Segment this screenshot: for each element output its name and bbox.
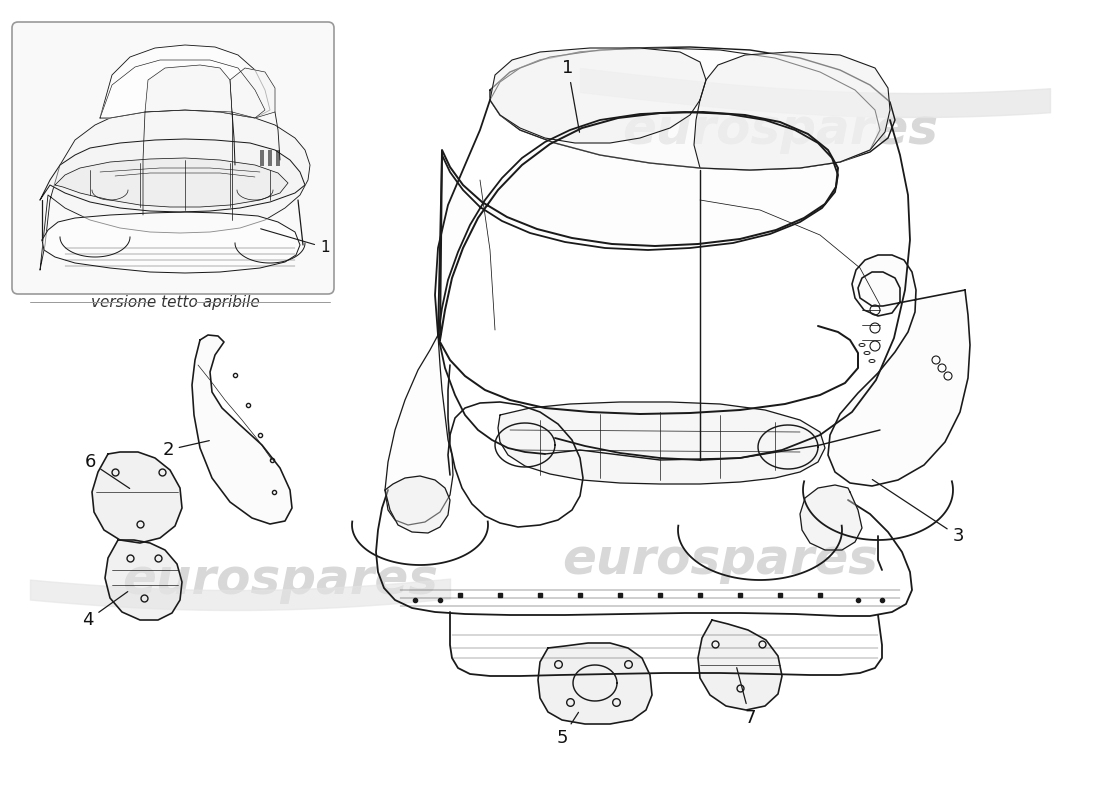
Bar <box>268 150 272 166</box>
Polygon shape <box>100 45 270 118</box>
Polygon shape <box>698 620 782 710</box>
Polygon shape <box>230 68 275 118</box>
Polygon shape <box>145 65 232 112</box>
Polygon shape <box>498 402 825 484</box>
Polygon shape <box>490 47 895 170</box>
Text: eurospares: eurospares <box>562 536 878 584</box>
Text: versione tetto apribile: versione tetto apribile <box>90 294 260 310</box>
Text: eurospares: eurospares <box>621 106 938 154</box>
Bar <box>276 150 280 166</box>
Text: 4: 4 <box>82 592 128 629</box>
Polygon shape <box>828 255 970 486</box>
Text: 6: 6 <box>85 453 130 489</box>
Polygon shape <box>438 112 838 335</box>
Polygon shape <box>694 52 890 170</box>
Polygon shape <box>490 48 880 170</box>
Bar <box>260 150 264 166</box>
Polygon shape <box>55 158 288 207</box>
Polygon shape <box>385 335 453 525</box>
Polygon shape <box>192 335 292 524</box>
Polygon shape <box>538 643 652 724</box>
FancyBboxPatch shape <box>12 22 334 294</box>
Polygon shape <box>40 139 305 212</box>
Polygon shape <box>42 212 300 273</box>
Polygon shape <box>100 60 265 118</box>
Text: 1: 1 <box>261 229 330 255</box>
Polygon shape <box>385 476 450 533</box>
Polygon shape <box>490 48 706 143</box>
Polygon shape <box>92 452 182 543</box>
Text: 2: 2 <box>163 441 209 459</box>
Text: 1: 1 <box>562 59 580 132</box>
Text: 5: 5 <box>557 712 579 747</box>
Text: eurospares: eurospares <box>122 556 438 604</box>
Text: 3: 3 <box>872 479 964 545</box>
Polygon shape <box>104 540 182 620</box>
Polygon shape <box>800 485 862 550</box>
Text: 7: 7 <box>737 668 756 727</box>
Polygon shape <box>40 110 310 270</box>
